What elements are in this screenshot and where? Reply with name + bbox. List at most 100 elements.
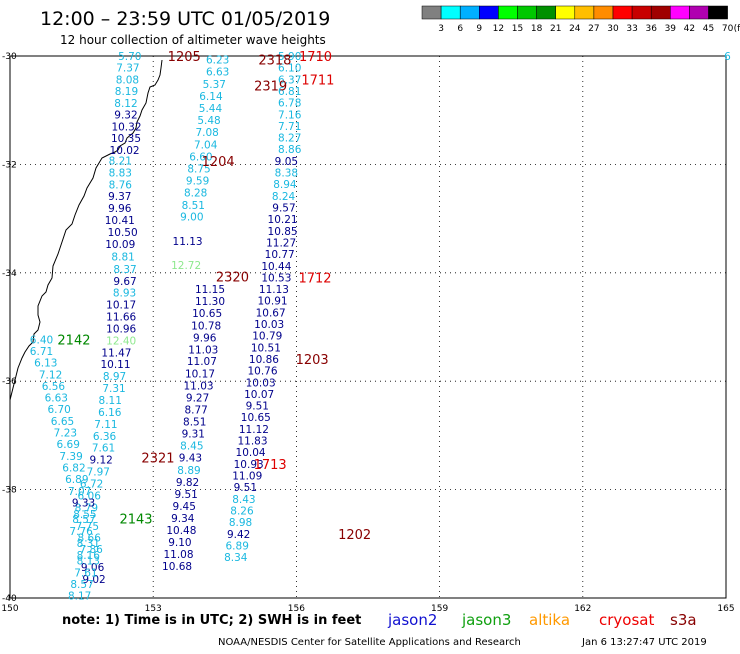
altimeter-tracks: 5.707.378.088.198.129.3210.3210.3510.028…	[30, 51, 302, 603]
wave-height-value: 8.94	[273, 179, 297, 191]
wave-height-value: 10.79	[252, 331, 282, 343]
wave-height-value: 7.23	[54, 428, 77, 440]
wave-height-value: 9.51	[174, 489, 197, 501]
wave-height-value: 11.83	[237, 436, 267, 448]
wave-height-value: 8.76	[109, 179, 133, 191]
colorbar-label: 42	[684, 24, 695, 34]
wave-height-value: 8.86	[278, 144, 302, 156]
wave-height-value: 8.19	[115, 86, 138, 98]
colorbar-swatch	[517, 5, 537, 20]
wave-height-value: 9.42	[227, 529, 250, 541]
track-segment: 9.12	[89, 455, 112, 467]
track-segment: 9.43	[179, 453, 202, 465]
wave-height-value: 8.08	[116, 74, 139, 86]
longitude-label: 162	[574, 604, 591, 614]
wave-height-value: 8.77	[184, 404, 207, 416]
wave-height-value: 6.70	[47, 404, 70, 416]
latitude-labels: -30 -32 -34 -36 -38 -40	[2, 52, 17, 604]
pass-time-label: 1711	[301, 73, 334, 88]
wave-height-value: 8.83	[109, 167, 132, 179]
track-segment: 9.33	[72, 497, 95, 509]
track-segment: 6.406.716.137.126.566.636.706.657.236.69…	[30, 334, 92, 497]
wave-height-value: 6.72	[80, 478, 103, 490]
credit-text: NOAA/NESDIS Center for Satellite Applica…	[218, 637, 521, 648]
wave-height-value: 9.34	[171, 513, 195, 525]
wave-height-value: 10.41	[105, 215, 135, 227]
wave-height-value: 7.76	[69, 526, 93, 538]
colorbar-swatch	[593, 5, 614, 20]
wave-height-value: 9.59	[186, 176, 209, 188]
colorbar-swatch	[631, 5, 652, 20]
wave-height-value: 9.45	[173, 501, 196, 513]
wave-height-value: 9.82	[176, 477, 199, 489]
wave-height-value: 7.11	[94, 419, 117, 431]
wave-height-value: 6.71	[30, 346, 53, 358]
page-title: 12:00 – 23:59 UTC 01/05/2019	[40, 8, 330, 30]
track-segment: 8.218.838.76	[109, 155, 133, 191]
graticule	[10, 56, 726, 598]
pass-time-label: 1712	[298, 271, 331, 286]
wave-height-value: 7.61	[74, 567, 97, 579]
colorbar-unit: (ft)	[734, 24, 740, 34]
wave-height-value: 10.68	[162, 561, 192, 573]
longitude-label: 159	[431, 604, 448, 614]
wave-height-value: 10.02	[110, 145, 140, 157]
track-segment: 9.069.02	[81, 562, 106, 586]
mission-legend: jason2 jason3 altika cryosat s3a	[387, 611, 697, 629]
wave-height-value: 8.55	[73, 509, 96, 521]
longitude-label: 153	[145, 604, 162, 614]
wave-height-value: 11.03	[188, 344, 218, 356]
wave-height-value: 7.16	[278, 109, 302, 121]
track-segment: 12.72	[171, 260, 201, 272]
wave-height-value: 10.78	[191, 320, 221, 332]
wave-height-value: 8.75	[187, 163, 210, 175]
wave-height-value: 8.57	[72, 514, 95, 526]
wave-height-value: 10.03	[254, 319, 284, 331]
wave-height-value: 6.06	[78, 490, 102, 502]
wave-height-value: 6.37	[278, 74, 301, 86]
wave-height-value: 9.02	[82, 574, 105, 586]
wave-height-value: 10.65	[192, 308, 222, 320]
latitude-label: -30	[2, 52, 17, 62]
wave-height-value: 10.53	[261, 272, 291, 284]
wave-height-value: 9.32	[114, 110, 137, 122]
track-segment: 8.388.948.24	[272, 168, 298, 203]
wave-height-value: 9.12	[89, 455, 112, 467]
colorbar-swatch	[689, 5, 709, 20]
wave-height-value: 6.36	[93, 431, 117, 443]
page-subtitle: 12 hour collection of altimeter wave hei…	[60, 33, 326, 47]
latitude-label: -40	[2, 594, 17, 604]
pass-time-label: 2321	[141, 452, 174, 467]
wave-height-value: 6.82	[62, 462, 85, 474]
wave-height-value: 8.13	[77, 556, 100, 568]
wave-height-value: 10.32	[111, 121, 141, 133]
wave-height-value: 8.89	[177, 465, 200, 477]
wave-height-value: 8.81	[111, 251, 134, 263]
wave-height-value: 11.15	[195, 284, 225, 296]
wave-height-value: 9.06	[81, 562, 105, 574]
track-segment: 9.42	[227, 529, 250, 541]
wave-height-value: 9.05	[275, 156, 298, 168]
latitude-label: -32	[2, 160, 17, 170]
wave-height-value: 11.12	[239, 424, 269, 436]
colorbar-label: 6	[457, 24, 463, 34]
wave-height-value: 8.79	[75, 502, 98, 514]
wave-height-value: 8.57	[70, 579, 93, 591]
pass-time-label: 2320	[216, 270, 249, 285]
colorbar-label: 3	[438, 24, 444, 34]
wave-height-value: 6.23	[206, 55, 229, 67]
track-segment: 6.898.34	[224, 540, 249, 564]
wave-height-value: 8.93	[113, 288, 136, 300]
wave-height-value: 10.93	[234, 459, 264, 471]
wave-height-value: 8.27	[278, 133, 301, 145]
wave-height-value: 6.65	[51, 416, 74, 428]
colorbar-label: 36	[645, 24, 657, 34]
wave-height-value: 7.39	[59, 451, 82, 463]
wave-height-value: 8.98	[229, 517, 252, 529]
wave-height-value: 10.50	[108, 227, 138, 239]
wave-height-value: 9.31	[182, 429, 205, 441]
colorbar-swatch	[459, 5, 480, 20]
